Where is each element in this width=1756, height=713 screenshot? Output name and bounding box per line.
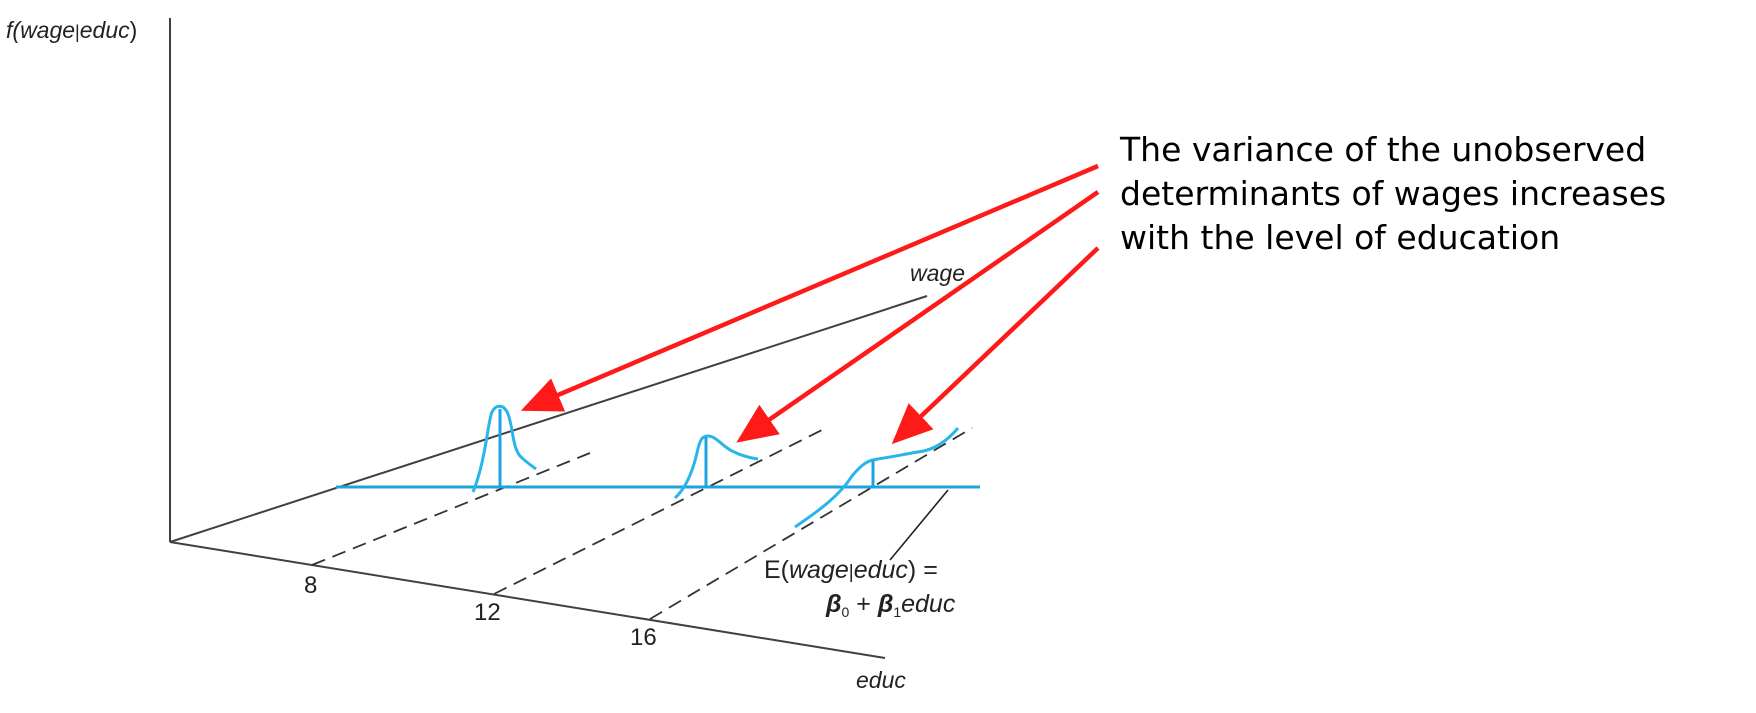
regression-label-line2: β0 + β1educ [825,590,956,620]
tick-label-16: 16 [630,624,657,651]
educ-axis-label: educ [856,667,906,693]
wage-axis [169,295,928,543]
tick-label-8: 8 [304,572,317,599]
y-axis-label: f(wage|educ) [6,17,137,43]
density-curve-12 [673,434,759,500]
dashed-guide-16 [649,427,973,620]
wage-axis-label: wage [910,260,965,286]
regression-label-line1: E(wage|educ) = [764,556,938,584]
dashed-guide-8 [311,452,591,566]
annotation-line-3: with the level of education [1120,218,1561,257]
educ-axis [169,541,886,659]
regression-pointer [889,489,949,561]
annotation-line-2: determinants of wages increases [1120,174,1667,213]
arrow-to-density-8 [520,163,1099,412]
annotation-line-1: The variance of the unobserved [1120,130,1647,169]
arrow-to-density-12 [736,190,1100,443]
tick-label-12: 12 [474,599,501,626]
arrow-to-density-16 [891,246,1100,445]
density-curve-16 [794,427,960,529]
annotation-text: The variance of the unobserved determina… [1120,128,1740,260]
dashed-guide-12 [493,426,829,595]
density-curve-8 [471,404,537,493]
